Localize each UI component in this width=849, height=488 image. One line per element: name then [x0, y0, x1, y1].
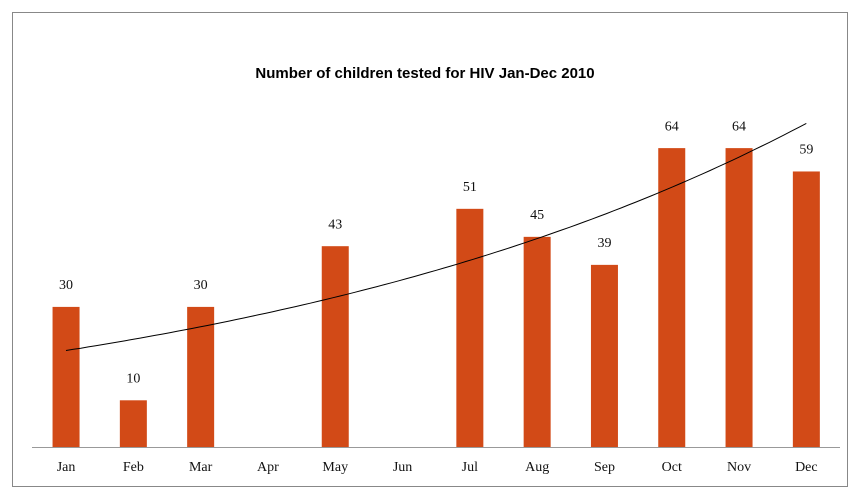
bar	[456, 208, 484, 447]
bar	[792, 171, 820, 447]
x-tick-label: Apr	[257, 460, 279, 475]
data-label: 51	[463, 180, 477, 195]
bar	[321, 246, 349, 447]
bar	[658, 148, 686, 447]
x-tick-label: Oct	[662, 460, 682, 475]
data-label: 39	[597, 236, 611, 251]
x-tick-label: Jan	[57, 460, 76, 475]
bar	[725, 148, 753, 447]
bar	[590, 264, 618, 447]
x-tick-label: Nov	[727, 460, 751, 475]
x-tick-label: Mar	[189, 460, 213, 475]
data-label: 64	[732, 119, 746, 134]
trendline	[65, 122, 807, 351]
data-label: 64	[665, 119, 679, 134]
x-tick-label: Dec	[795, 460, 818, 475]
x-tick-label: Feb	[123, 460, 144, 475]
bar	[187, 306, 215, 447]
x-tick-label: Aug	[525, 460, 549, 475]
bar	[52, 306, 80, 447]
chart-title: Number of children tested for HIV Jan-De…	[255, 65, 594, 82]
data-label: 30	[59, 278, 73, 293]
x-tick-label: May	[322, 460, 348, 475]
data-label: 30	[194, 278, 208, 293]
data-label: 45	[530, 208, 544, 223]
data-label: 43	[328, 217, 342, 232]
chart-frame	[12, 12, 848, 487]
x-tick-label: Jun	[393, 460, 412, 475]
x-tick-label: Sep	[594, 460, 615, 475]
x-tick-label: Jul	[462, 460, 478, 475]
data-label: 10	[126, 372, 140, 387]
bar	[523, 236, 551, 447]
bar	[119, 400, 147, 447]
data-label: 59	[799, 143, 813, 158]
